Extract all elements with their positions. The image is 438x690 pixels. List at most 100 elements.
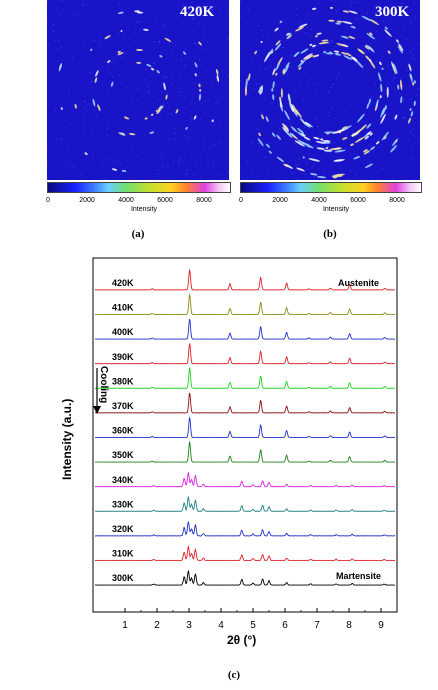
background-speckle [96, 115, 98, 117]
background-speckle [206, 71, 209, 73]
background-speckle [118, 3, 120, 5]
diffraction-spot [345, 52, 352, 57]
diffraction-spot [390, 144, 397, 153]
background-speckle [100, 96, 102, 99]
colorbar-b-tick: 4000 [311, 197, 327, 204]
background-speckle [149, 129, 151, 131]
background-speckle [419, 143, 420, 145]
background-speckle [180, 59, 182, 61]
background-speckle [207, 162, 209, 164]
background-speckle [220, 49, 222, 51]
diffraction-spot [292, 104, 298, 115]
diffraction-spot [413, 100, 416, 107]
series-label: 360K [112, 426, 134, 436]
diffraction-spot [343, 55, 352, 60]
cooling-label: Cooling [98, 366, 109, 403]
background-speckle [373, 138, 375, 141]
background-speckle [173, 127, 176, 130]
background-speckle [83, 120, 85, 123]
diffraction-spot [285, 130, 293, 138]
diffraction-spot [293, 53, 298, 57]
background-speckle [391, 174, 393, 177]
series-label: 340K [112, 475, 134, 485]
diffraction-spot [342, 21, 353, 25]
background-speckle [125, 153, 128, 155]
background-speckle [218, 125, 221, 127]
diffraction-spot [343, 125, 352, 130]
background-speckle [158, 41, 160, 43]
diffraction-spot [291, 133, 295, 137]
background-speckle [174, 138, 176, 140]
background-speckle [114, 59, 116, 61]
background-speckle [310, 28, 312, 31]
background-speckle [411, 158, 413, 160]
background-speckle [259, 146, 261, 148]
background-speckle [401, 2, 403, 4]
background-speckle [209, 147, 212, 149]
background-speckle [388, 19, 390, 21]
background-speckle [350, 3, 352, 5]
background-speckle [258, 102, 260, 104]
background-speckle [183, 22, 185, 24]
background-speckle [242, 12, 244, 14]
diffraction-spot [296, 167, 305, 172]
background-speckle [57, 40, 59, 43]
background-speckle [375, 30, 377, 32]
background-speckle [191, 18, 193, 20]
diffraction-spot [381, 67, 384, 70]
background-speckle [134, 33, 136, 35]
diffraction-spot [335, 22, 341, 25]
background-speckle [370, 42, 372, 44]
background-speckle [342, 139, 344, 141]
diffraction-pattern-420k [47, 0, 229, 180]
background-speckle [220, 3, 223, 6]
xrd-series-380K [95, 366, 396, 389]
temperature-label-b: 300K [375, 4, 410, 20]
diffraction-spot [397, 84, 400, 90]
diffraction-spot [300, 48, 309, 54]
diffraction-spot [323, 141, 331, 144]
diffraction-spot [400, 79, 403, 91]
background-speckle [207, 154, 209, 156]
colorbar-b [240, 182, 422, 193]
colorbar-b-tick: 6000 [350, 197, 366, 204]
diffraction-spot [123, 116, 130, 120]
background-speckle [331, 106, 333, 108]
diffraction-spot [150, 67, 155, 71]
diffraction-spot [258, 132, 261, 137]
background-speckle [66, 164, 68, 167]
background-speckle [99, 41, 101, 44]
background-speckle [281, 47, 283, 49]
diffraction-spot [156, 70, 160, 74]
background-speckle [294, 142, 297, 144]
diffraction-spot [276, 134, 281, 140]
background-speckle [170, 83, 173, 85]
background-speckle [405, 14, 408, 16]
background-speckle [335, 78, 338, 80]
background-speckle [108, 158, 110, 160]
diffraction-spot [284, 109, 290, 121]
background-speckle [399, 93, 401, 95]
diffraction-spot [325, 147, 329, 150]
background-speckle [351, 103, 353, 106]
background-speckle [50, 161, 52, 163]
background-speckle [262, 85, 264, 87]
background-speckle [155, 17, 157, 19]
diffraction-spot [279, 99, 283, 109]
background-speckle [207, 99, 210, 102]
diffraction-spot [308, 158, 321, 162]
background-speckle [328, 90, 331, 92]
diffraction-spot [175, 109, 179, 114]
background-speckle [100, 45, 102, 47]
diffraction-spot [323, 149, 333, 152]
diffraction-spot [287, 93, 291, 103]
diffraction-spot [329, 6, 334, 9]
diffraction-spot [341, 51, 347, 55]
diffraction-spot [353, 155, 361, 160]
temperature-label-a: 420K [180, 4, 215, 20]
background-speckle [256, 128, 258, 130]
background-speckle [119, 162, 121, 165]
background-speckle [406, 38, 408, 41]
diffraction-spot [365, 163, 374, 169]
background-speckle [353, 1, 355, 3]
